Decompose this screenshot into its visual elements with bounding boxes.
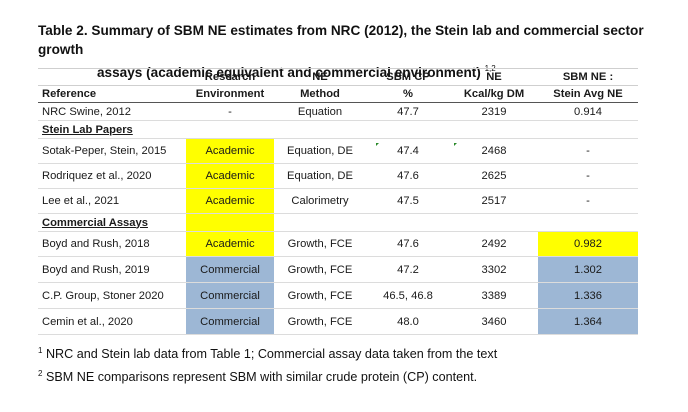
table-cell: 3460 xyxy=(450,308,538,335)
table-cell: Commercial xyxy=(186,282,274,309)
table-cell: 2468 xyxy=(450,138,538,164)
table-cell: Equation xyxy=(274,102,366,121)
table-cell: Commercial xyxy=(186,308,274,335)
table-cell: Calorimetry xyxy=(274,188,366,214)
table-cell: Boyd and Rush, 2019 xyxy=(38,256,186,283)
table-row: Boyd and Rush, 2018 Academic Growth, FCE… xyxy=(38,231,638,257)
table-cell: 2319 xyxy=(450,102,538,121)
table-cell: 1.302 xyxy=(538,256,638,283)
table-cell: 46.5, 46.8 xyxy=(366,282,450,309)
header-row-2: Reference Environment Method % Kcal/kg D… xyxy=(38,85,638,103)
table-cell: 0.914 xyxy=(538,102,638,121)
table-cell: Academic xyxy=(186,163,274,189)
table-cell: Cemin et al., 2020 xyxy=(38,308,186,335)
table-cell: 2492 xyxy=(450,231,538,257)
section-header-stein: Stein Lab Papers xyxy=(38,120,638,139)
table-cell: C.P. Group, Stoner 2020 xyxy=(38,282,186,309)
table-cell: 47.5 xyxy=(366,188,450,214)
table-cell: Lee et al., 2021 xyxy=(38,188,186,214)
table-cell: Commercial xyxy=(186,256,274,283)
cell-comment-marker xyxy=(454,143,457,146)
table-cell: Rodriquez et al., 2020 xyxy=(38,163,186,189)
table-cell: 47.7 xyxy=(366,102,450,121)
sbm-ne-table: Research NE SBM CP NE SBM NE : Reference… xyxy=(38,68,638,335)
header-cell: Reference xyxy=(38,85,186,103)
table-cell: 0.982 xyxy=(538,231,638,257)
cell-comment-marker xyxy=(376,143,379,146)
header-cell: NE xyxy=(450,68,538,86)
table-cell: - xyxy=(538,188,638,214)
header-cell: SBM CP xyxy=(366,68,450,86)
table-cell: 2625 xyxy=(450,163,538,189)
table-cell: 3389 xyxy=(450,282,538,309)
table-row: Cemin et al., 2020 Commercial Growth, FC… xyxy=(38,308,638,335)
title-line-1: Table 2. Summary of SBM NE estimates fro… xyxy=(38,23,644,57)
header-cell: Stein Avg NE xyxy=(538,85,638,103)
table-row: Boyd and Rush, 2019 Commercial Growth, F… xyxy=(38,256,638,283)
table-cell: - xyxy=(538,138,638,164)
footnote-text: NRC and Stein lab data from Table 1; Com… xyxy=(45,347,498,361)
section-label-text: Commercial Assays xyxy=(42,216,148,229)
table-cell: 47.6 xyxy=(366,163,450,189)
section-label-text: Stein Lab Papers xyxy=(42,123,133,136)
header-cell: SBM NE : xyxy=(538,68,638,86)
table-cell: 47.6 xyxy=(366,231,450,257)
table-cell: 1.336 xyxy=(538,282,638,309)
table-row: Rodriquez et al., 2020 Academic Equation… xyxy=(38,163,638,189)
header-cell: Kcal/kg DM xyxy=(450,85,538,103)
table-cell: - xyxy=(538,163,638,189)
table-cell: Growth, FCE xyxy=(274,256,366,283)
footnote-2: 2 SBM NE comparisons represent SBM with … xyxy=(38,364,497,387)
table-cell: Academic xyxy=(186,138,274,164)
table-cell: Growth, FCE xyxy=(274,282,366,309)
table-row: Lee et al., 2021 Academic Calorimetry 47… xyxy=(38,188,638,214)
header-cell: % xyxy=(366,85,450,103)
section-header-commercial: Commercial Assays xyxy=(38,213,638,232)
table-cell: 47.2 xyxy=(366,256,450,283)
footnote-marker: 1 xyxy=(38,346,43,355)
table-cell: 2517 xyxy=(450,188,538,214)
table-cell: Academic xyxy=(186,188,274,214)
table-cell: Sotak-Peper, Stein, 2015 xyxy=(38,138,186,164)
section-label: Commercial Assays xyxy=(38,213,186,232)
footnote-text: SBM NE comparisons represent SBM with si… xyxy=(45,370,478,384)
table-cell: NRC Swine, 2012 xyxy=(38,102,186,121)
table-cell xyxy=(186,213,274,232)
table-cell: Growth, FCE xyxy=(274,231,366,257)
table-cell: 47.4 xyxy=(366,138,450,164)
table-cell: Equation, DE xyxy=(274,163,366,189)
header-cell: Environment xyxy=(186,85,274,103)
header-row-1: Research NE SBM CP NE SBM NE : xyxy=(38,68,638,86)
table-row: Sotak-Peper, Stein, 2015 Academic Equati… xyxy=(38,138,638,164)
table-cell: Boyd and Rush, 2018 xyxy=(38,231,186,257)
section-label: Stein Lab Papers xyxy=(38,120,638,139)
footnote-1: 1 NRC and Stein lab data from Table 1; C… xyxy=(38,341,497,364)
header-cell: Method xyxy=(274,85,366,103)
table-cell: 3302 xyxy=(450,256,538,283)
table-cell xyxy=(274,213,638,232)
header-cell: NE xyxy=(274,68,366,86)
table-cell: Academic xyxy=(186,231,274,257)
table-row: C.P. Group, Stoner 2020 Commercial Growt… xyxy=(38,282,638,309)
table-cell: 1.364 xyxy=(538,308,638,335)
header-cell xyxy=(38,68,186,86)
footnote-marker: 2 xyxy=(38,369,43,378)
table-cell: 48.0 xyxy=(366,308,450,335)
footnotes: 1 NRC and Stein lab data from Table 1; C… xyxy=(38,341,497,387)
table-cell: - xyxy=(186,102,274,121)
table-row: NRC Swine, 2012 - Equation 47.7 2319 0.9… xyxy=(38,102,638,121)
header-cell: Research xyxy=(186,68,274,86)
table-cell: Growth, FCE xyxy=(274,308,366,335)
table-cell: Equation, DE xyxy=(274,138,366,164)
